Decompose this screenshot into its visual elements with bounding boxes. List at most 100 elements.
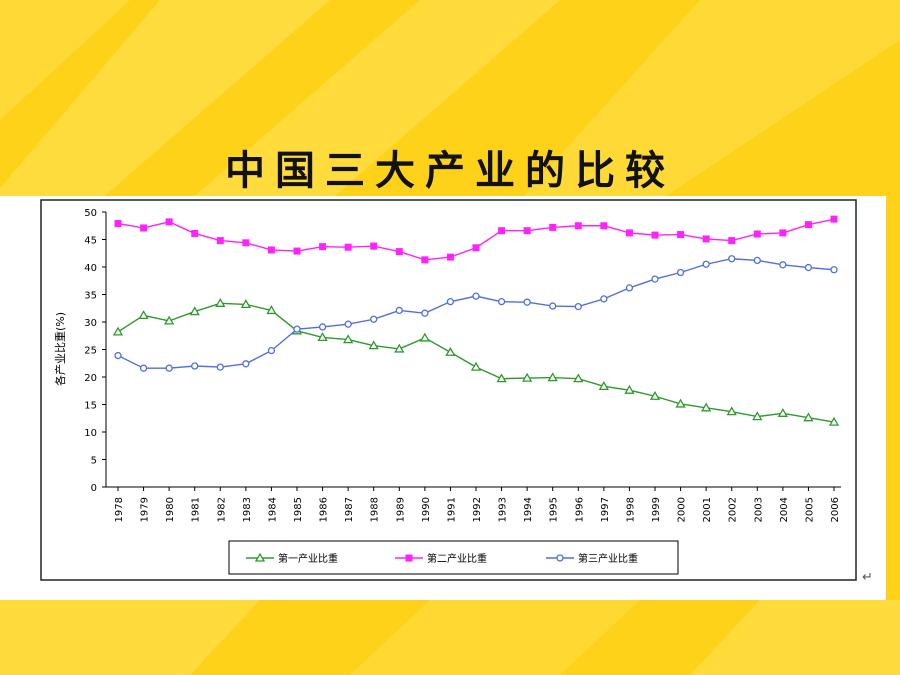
line-chart: 0 5 10 15 20 25 30 35 40 45 50 1978 1979 1980 1981 198… <box>40 199 857 581</box>
series-2-point <box>728 237 736 245</box>
series-1-point <box>266 305 277 315</box>
series-2-point <box>267 246 275 254</box>
series-3-point <box>344 320 352 328</box>
series-2-point <box>472 244 480 252</box>
y-axis-label: 各产业比重(%) <box>53 312 67 386</box>
x-tick-label: 2000 <box>677 497 688 522</box>
series-2-point <box>370 242 378 250</box>
series-1-point <box>777 407 788 417</box>
series-1-point <box>419 332 430 342</box>
series-3-point <box>165 364 173 372</box>
series-1-point <box>675 398 686 408</box>
legend-item-1: 第一产业比重 <box>246 552 338 565</box>
legend-label: 第三产业比重 <box>578 552 638 565</box>
series-2-point <box>293 247 301 255</box>
series-1-point <box>445 346 456 356</box>
series-1-point <box>828 416 840 426</box>
series-1-point <box>624 384 635 394</box>
series-3-point <box>702 260 710 268</box>
series-1-point <box>240 299 251 309</box>
x-tick-label: 1995 <box>549 497 560 522</box>
y-tick-label: 45 <box>84 236 97 247</box>
x-tick-label: 1994 <box>523 497 534 522</box>
series-1-point <box>317 332 328 342</box>
series-1-point <box>598 381 609 391</box>
legend-swatch-marker <box>556 554 564 562</box>
series-3-point <box>651 275 659 283</box>
series-3-point <box>421 309 429 317</box>
series-3-point <box>242 360 250 368</box>
series-2-point <box>651 231 659 239</box>
x-tick-label: 1991 <box>446 497 457 522</box>
series-3-point <box>600 295 608 303</box>
x-tick-label: 1979 <box>140 497 151 522</box>
series-1-point <box>343 334 354 344</box>
series-3-point <box>191 362 199 370</box>
series-1-point <box>138 310 149 320</box>
series-3-point <box>139 364 148 372</box>
x-tick-label: 1992 <box>472 497 483 522</box>
x-tick-label: 1984 <box>267 497 278 522</box>
series-1-point <box>701 402 712 412</box>
series-2-point <box>191 229 199 237</box>
x-tick-label: 2001 <box>702 497 713 522</box>
series-3-point <box>753 256 761 265</box>
legend-box <box>228 540 679 575</box>
x-tick-label: 1999 <box>651 497 662 522</box>
series-2-point <box>319 243 327 251</box>
x-tick-label: 1981 <box>191 497 202 522</box>
legend-label: 第二产业比重 <box>427 552 487 565</box>
series-2-point <box>753 230 761 238</box>
x-tick-label: 1990 <box>421 497 432 522</box>
series-2-point <box>140 224 148 232</box>
legend-item-2: 第二产业比重 <box>395 552 487 565</box>
x-tick-label: 1998 <box>625 497 636 522</box>
series-1-point <box>368 340 379 350</box>
series-2-point <box>830 215 838 223</box>
series-3-point <box>472 292 480 300</box>
series-2-point <box>421 256 429 264</box>
series-1-point <box>522 372 533 382</box>
series-2-point <box>779 229 787 237</box>
x-tick-label: 1985 <box>293 497 304 522</box>
y-tick-label: 50 <box>84 208 97 219</box>
series-3 <box>114 255 838 372</box>
legend-swatch-marker <box>405 554 413 562</box>
y-tick-label: 40 <box>84 263 97 274</box>
series-2-point <box>344 243 352 251</box>
series-2-point <box>702 235 710 243</box>
series-1-point <box>189 306 200 316</box>
series-2-point <box>242 239 250 247</box>
x-tick-label: 2002 <box>728 497 739 522</box>
series-3-point <box>114 351 122 360</box>
series-1-point <box>726 406 737 416</box>
legend-swatch-marker <box>254 552 266 562</box>
series-3-point <box>779 261 787 269</box>
legend: 第一产业比重 第二产业比重 第三产业比重 <box>246 552 638 565</box>
series-1-point <box>394 343 405 353</box>
y-tick-label: 15 <box>84 401 97 412</box>
series-2-point <box>574 222 582 230</box>
y-tick-label: 5 <box>91 456 97 467</box>
legend-label: 第一产业比重 <box>278 552 338 565</box>
x-tick-label: 2004 <box>779 497 790 522</box>
series-3-point <box>318 323 327 331</box>
series-3-point <box>293 325 301 333</box>
y-tick-label: 20 <box>84 373 97 384</box>
series-3-point <box>497 298 506 306</box>
series-3-point <box>574 302 582 311</box>
series-1-point <box>803 412 814 422</box>
series-1 <box>112 297 840 426</box>
series-3-point <box>216 363 224 371</box>
series-1-point <box>215 297 226 307</box>
series-2-point <box>804 221 812 229</box>
slide-title: 中国三大产业的比较 <box>225 147 675 194</box>
series-1-point <box>547 372 558 382</box>
series-3-point <box>549 302 557 310</box>
series-layer <box>112 215 840 426</box>
series-1-point <box>112 326 124 336</box>
y-tick-label: 30 <box>84 318 97 329</box>
x-tick-label: 1983 <box>242 497 253 522</box>
return-mark: ↵ <box>862 570 873 585</box>
series-2-point <box>523 227 531 235</box>
